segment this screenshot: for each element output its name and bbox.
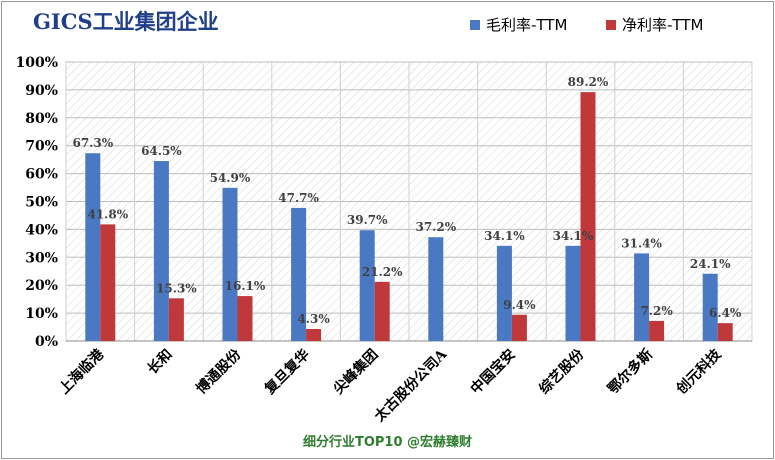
data-label: 89.2%	[568, 75, 609, 89]
bar-net-margin	[306, 329, 322, 341]
data-label: 7.2%	[640, 304, 673, 318]
x-tick-label: 复旦复华	[261, 346, 313, 398]
x-tick-label: 创元科技	[672, 345, 725, 398]
legend-label-gross: 毛利率-TTM	[486, 16, 568, 34]
bar-gross-margin	[359, 230, 375, 341]
bars	[85, 92, 733, 341]
data-label: 47.7%	[278, 191, 319, 205]
data-label: 39.7%	[347, 213, 388, 227]
bar-gross-margin	[85, 153, 101, 341]
data-label: 34.1%	[484, 229, 525, 243]
legend-item-net-margin: 净利率-TTM	[606, 14, 703, 35]
data-label: 34.1%	[553, 229, 594, 243]
data-label: 15.3%	[156, 281, 197, 295]
data-label: 9.4%	[503, 298, 536, 312]
y-tick-label: 40%	[25, 222, 58, 238]
legend-swatch-gross	[470, 19, 480, 30]
data-label: 37.2%	[415, 220, 456, 234]
bar-gross-margin	[634, 253, 650, 341]
x-tick-label: 中国宝安	[467, 346, 519, 398]
bar-gross-margin	[291, 207, 307, 341]
y-tick-label: 50%	[25, 195, 58, 211]
y-tick-label: 100%	[15, 55, 58, 71]
bar-net-margin	[511, 314, 527, 341]
data-labels: 67.3% 41.8% 64.5% 15.3% 54.9% 16.1% 47.7% 4.3% 3…	[72, 75, 741, 326]
data-label: 6.4%	[709, 306, 742, 320]
x-tick-label: 长和	[144, 346, 176, 378]
data-label: 24.1%	[690, 257, 731, 271]
bar-net-margin	[649, 320, 665, 341]
y-tick-label: 20%	[25, 278, 58, 294]
data-label: 41.8%	[87, 207, 128, 221]
bar-gross-margin	[153, 161, 169, 341]
bar-gross-margin	[702, 273, 718, 341]
x-tick-label: 鄂尔多斯	[604, 346, 656, 398]
data-label: 54.9%	[210, 171, 251, 185]
y-tick-label: 10%	[25, 306, 58, 322]
data-label: 4.3%	[297, 312, 330, 326]
legend-item-gross-margin: 毛利率-TTM	[470, 14, 567, 35]
legend-label-net: 净利率-TTM	[622, 16, 704, 34]
x-tick-label: 尖峰集团	[330, 346, 382, 398]
y-tick-label: 80%	[25, 111, 58, 127]
data-label: 31.4%	[621, 236, 662, 250]
bar-net-margin	[374, 281, 390, 341]
x-tick-label: 太古股份公司A	[371, 345, 451, 425]
bar-gross-margin	[222, 187, 238, 341]
y-tick-label: 60%	[25, 167, 58, 183]
data-label: 67.3%	[72, 136, 113, 150]
x-tick-label: 博通股份	[193, 345, 245, 397]
bar-net-margin	[580, 92, 596, 341]
y-axis-ticks: 0% 10% 20% 30% 40% 50% 60% 70% 80% 90% 100%	[15, 55, 58, 350]
data-label: 16.1%	[225, 279, 266, 293]
bar-gross-margin	[428, 237, 444, 341]
y-tick-label: 30%	[25, 250, 58, 266]
bar-net-margin	[100, 224, 116, 341]
y-tick-label: 90%	[25, 83, 58, 99]
data-label: 64.5%	[141, 144, 182, 158]
bar-net-margin	[237, 296, 253, 341]
legend-swatch-net	[606, 19, 616, 30]
bar-gross-margin	[565, 245, 581, 341]
y-tick-label: 0%	[35, 334, 58, 350]
bar-net-margin	[168, 298, 184, 341]
bar-gross-margin	[496, 245, 512, 341]
x-tick-label: 综艺股份	[536, 345, 588, 397]
data-label: 21.2%	[362, 265, 403, 279]
y-tick-label: 70%	[25, 139, 58, 155]
x-tick-label: 上海临港	[56, 345, 108, 397]
chart-title: GICS工业集团企业	[33, 9, 219, 34]
footer-credit: 细分行业TOP10 @宏赫臻财	[302, 435, 473, 450]
bar-net-margin	[717, 323, 733, 341]
